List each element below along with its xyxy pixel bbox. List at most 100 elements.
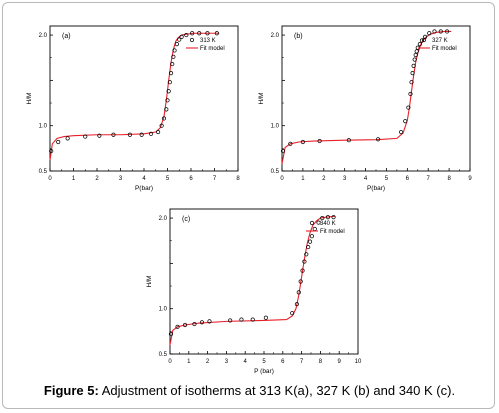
- data-point: [296, 290, 301, 295]
- data-point: [168, 331, 174, 337]
- x-tick-label: 1: [187, 359, 191, 365]
- y-axis-label: H/M: [146, 276, 153, 288]
- y-tick-label: 2.0: [271, 33, 280, 39]
- x-tick-label: 0: [48, 176, 52, 182]
- data-point: [346, 138, 351, 143]
- y-tick-label: 0.5: [271, 169, 280, 175]
- x-tick-label: 7: [300, 359, 304, 365]
- data-point: [263, 315, 268, 320]
- data-point: [331, 215, 336, 220]
- x-tick-label: 10: [355, 359, 362, 365]
- legend-label-data: 313 K: [200, 38, 216, 44]
- data-point: [111, 132, 116, 137]
- data-point: [190, 31, 195, 36]
- data-point: [317, 139, 322, 144]
- caption-label: Figure 5:: [43, 383, 99, 398]
- legend-label-data: 327 K: [432, 38, 448, 44]
- data-point: [413, 52, 418, 58]
- x-tick-label: 2: [95, 176, 99, 182]
- data-point: [320, 215, 325, 221]
- data-point: [156, 129, 161, 135]
- x-axis-label: P(bar): [135, 185, 153, 192]
- data-point: [184, 32, 189, 38]
- data-point: [164, 107, 169, 112]
- x-tick-label: 2: [322, 176, 326, 182]
- y-axis-label: H/M: [26, 93, 33, 105]
- figure-frame: [2, 2, 495, 409]
- fit-model-line: [281, 30, 452, 164]
- data-point: [414, 49, 419, 54]
- data-point: [309, 234, 315, 239]
- fit-model-line: [49, 32, 220, 161]
- x-axis-label: P(bar): [367, 185, 385, 192]
- data-point: [214, 31, 219, 36]
- data-point: [83, 134, 88, 139]
- data-point: [294, 302, 299, 307]
- x-axis-label: P (bar): [254, 368, 274, 375]
- data-point: [280, 148, 286, 154]
- data-point: [411, 63, 416, 68]
- legend-label-fit: Fit model: [320, 229, 345, 235]
- legend-label-data: 340 K: [320, 221, 336, 227]
- x-tick-label: 6: [406, 176, 410, 182]
- y-tick-label: 0.5: [39, 169, 48, 175]
- data-point: [97, 133, 102, 138]
- x-tick-label: 3: [119, 176, 123, 182]
- data-point: [159, 123, 164, 128]
- data-point: [432, 29, 437, 34]
- data-point: [170, 61, 175, 67]
- data-point: [167, 80, 172, 85]
- data-point: [406, 105, 411, 110]
- x-tick-label: 4: [364, 176, 368, 182]
- x-tick-label: 3: [343, 176, 347, 182]
- figure-caption: Figure 5: Adjustment of isotherms at 313…: [0, 383, 499, 398]
- panel-label: (c): [182, 216, 190, 223]
- panel-label: (b): [294, 33, 303, 40]
- data-point: [408, 91, 413, 97]
- data-point: [438, 29, 443, 34]
- x-tick-label: 2: [206, 359, 210, 365]
- data-point: [325, 215, 330, 220]
- panel-label: (a): [62, 33, 71, 40]
- data-point: [127, 132, 132, 137]
- y-tick-label: 2.0: [159, 216, 168, 222]
- data-point: [49, 148, 54, 154]
- data-point: [172, 48, 177, 53]
- x-tick-label: 4: [244, 359, 248, 365]
- x-tick-label: 5: [385, 176, 389, 182]
- fit-model-line: [169, 215, 336, 346]
- data-point: [300, 268, 305, 273]
- data-point: [376, 137, 381, 142]
- x-tick-label: 0: [280, 176, 284, 182]
- x-tick-label: 7: [427, 176, 431, 182]
- data-point: [174, 42, 179, 47]
- data-point: [307, 239, 313, 244]
- data-point: [417, 42, 422, 47]
- data-point: [306, 244, 311, 250]
- chart-svg: 0 1 2 3 4 5 6 7 8 9 10 0.5 1.0 2.0 P (bar) H/M (c) 340 K F…: [146, 208, 362, 375]
- x-tick-label: 8: [319, 359, 323, 365]
- x-tick-label: 8: [236, 176, 240, 182]
- data-point: [177, 37, 182, 42]
- data-point: [207, 319, 212, 324]
- y-axis-label: H/M: [258, 93, 265, 105]
- data-point: [412, 57, 417, 62]
- x-tick-label: 6: [189, 176, 193, 182]
- x-tick-label: 7: [213, 176, 217, 182]
- legend-label-fit: Fit model: [432, 46, 457, 52]
- data-point: [139, 132, 144, 137]
- y-tick-label: 2.0: [39, 33, 48, 39]
- data-point: [205, 31, 210, 36]
- data-point: [161, 116, 167, 121]
- chart-svg: 0 1 2 3 4 5 6 7 8 0.5 1.0 2.0 P(bar) H/M (a) 313 K Fit m…: [26, 25, 240, 192]
- data-point: [316, 220, 321, 225]
- data-point: [197, 31, 202, 36]
- chart-panel-a: 0 1 2 3 4 5 6 7 8 0.5 1.0 2.0 P(bar) H/M (a) 313 K Fit m…: [16, 22, 242, 192]
- x-tick-label: 1: [72, 176, 76, 182]
- data-point: [175, 324, 180, 329]
- data-point: [419, 38, 425, 43]
- chart-panel-c: 0 1 2 3 4 5 6 7 8 9 10 0.5 1.0 2.0 P (bar) H/M (c) 340 K F…: [136, 205, 362, 375]
- legend-marker-icon: [421, 37, 427, 43]
- data-point: [250, 317, 255, 322]
- y-tick-label: 1.0: [271, 124, 280, 130]
